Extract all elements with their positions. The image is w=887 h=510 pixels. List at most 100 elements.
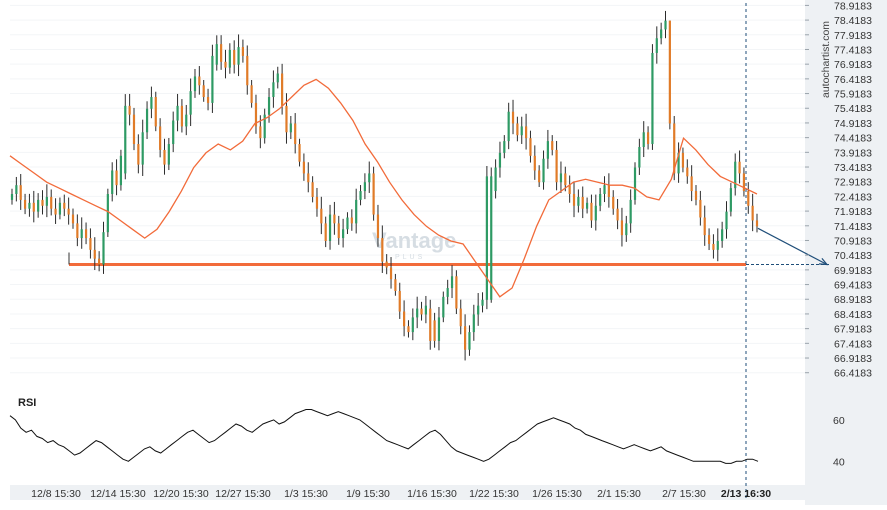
price-axis: 78.9183 78.4183 77.9183 77.4183 76.9183 76.41… xyxy=(805,0,872,380)
candle-down-body xyxy=(407,326,410,333)
price-tick-label: 77.9183 xyxy=(834,30,872,42)
candle-down-body xyxy=(246,55,249,86)
candle-up-body xyxy=(450,276,454,289)
candle-up-body xyxy=(481,299,484,306)
price-tick-label: 71.9183 xyxy=(834,206,872,218)
candle-down-body xyxy=(254,102,258,127)
candle-down-body xyxy=(433,320,436,341)
candle-down-body xyxy=(403,311,406,327)
candle-up-body xyxy=(507,111,510,142)
candle-up-body xyxy=(546,141,549,159)
candle-up-body xyxy=(228,50,231,68)
price-tick-label: 72.9183 xyxy=(834,177,872,189)
candle-down-body xyxy=(337,223,340,239)
candle-down-body xyxy=(694,191,698,200)
price-tick-label: 69.4183 xyxy=(834,280,872,292)
candle-down-body xyxy=(398,290,401,312)
candle-up-body xyxy=(267,97,271,115)
candle-up-body xyxy=(124,105,127,174)
candle-down-body xyxy=(673,123,676,174)
candle-up-body xyxy=(272,82,275,98)
candle-up-body xyxy=(721,229,724,242)
forecast-arrow-line xyxy=(757,227,828,266)
candle-up-body xyxy=(368,173,371,183)
candle-down-body xyxy=(703,217,706,236)
time-tick-label-current: 2/13 16:30 xyxy=(721,488,771,500)
time-tick-label: 1/9 15:30 xyxy=(346,488,390,500)
candle-down-body xyxy=(420,308,423,315)
candlestick-series xyxy=(10,10,759,361)
candle-down-body xyxy=(311,182,314,197)
price-tick-label: 70.4183 xyxy=(834,250,872,262)
candle-down-body xyxy=(455,276,458,309)
candle-down-body xyxy=(320,208,323,224)
forecast-group xyxy=(745,3,829,500)
price-tick-label: 68.9183 xyxy=(834,294,872,306)
price-tick-label: 73.9183 xyxy=(834,147,872,159)
brand-label: autochartist.com xyxy=(820,21,832,98)
candle-up-body xyxy=(37,199,40,212)
candle-down-body xyxy=(93,249,96,259)
price-tick-label: 76.4183 xyxy=(834,74,872,86)
price-tick-label: 67.4183 xyxy=(834,338,872,350)
candle-down-body xyxy=(564,173,567,186)
price-tick-label: 71.4183 xyxy=(834,221,872,233)
price-tick-label: 75.4183 xyxy=(834,103,872,115)
candle-up-body xyxy=(346,217,349,230)
candle-up-body xyxy=(185,114,188,127)
candle-down-body xyxy=(154,97,157,127)
candle-down-body xyxy=(98,258,101,265)
candle-down-body xyxy=(538,170,541,183)
candle-down-body xyxy=(681,152,685,168)
candle-up-body xyxy=(58,202,62,215)
axis-bands xyxy=(10,0,887,505)
candle-up-body xyxy=(585,202,589,209)
candle-down-body xyxy=(50,196,53,209)
candle-down-body xyxy=(581,196,584,209)
time-axis-band xyxy=(10,485,805,500)
candle-down-body xyxy=(137,144,140,165)
candle-up-body xyxy=(119,155,123,186)
price-tick-label: 74.4183 xyxy=(834,133,872,145)
candle-down-body xyxy=(23,199,27,209)
candle-down-body xyxy=(350,217,353,224)
candle-down-body xyxy=(738,161,741,174)
candle-up-body xyxy=(411,317,414,333)
candle-up-body xyxy=(655,38,658,53)
candle-up-body xyxy=(734,161,737,189)
candle-up-body xyxy=(172,120,175,145)
candle-down-body xyxy=(206,97,210,103)
price-tick-label: 73.4183 xyxy=(834,162,872,174)
candle-down-body xyxy=(612,196,615,209)
price-axis-band xyxy=(805,0,887,505)
candle-down-body xyxy=(89,238,92,250)
candle-down-body xyxy=(163,149,166,165)
candle-down-body xyxy=(747,191,750,206)
candle-down-body xyxy=(463,326,467,350)
price-tick-label: 76.9183 xyxy=(834,59,872,71)
candle-down-body xyxy=(333,214,336,224)
candle-up-body xyxy=(10,194,14,200)
candle-down-body xyxy=(241,47,245,56)
candle-up-body xyxy=(111,170,114,194)
candle-up-body xyxy=(468,332,471,350)
candle-down-body xyxy=(324,223,327,242)
candle-down-body xyxy=(67,208,70,215)
watermark-sub-text: PLUS xyxy=(395,254,425,261)
time-tick-label: 12/14 15:30 xyxy=(90,488,146,500)
candle-up-body xyxy=(629,199,632,224)
candle-up-body xyxy=(485,176,488,300)
candle-down-body xyxy=(742,173,746,192)
candle-up-body xyxy=(446,288,449,297)
candle-up-body xyxy=(237,47,240,65)
price-tick-label: 66.4183 xyxy=(834,368,872,380)
candle-down-body xyxy=(294,123,297,145)
price-tick-label: 77.4183 xyxy=(834,44,872,56)
candle-down-body xyxy=(616,208,619,221)
candle-down-body xyxy=(751,205,754,221)
candle-up-body xyxy=(498,152,502,168)
candle-up-body xyxy=(289,123,292,133)
candle-down-body xyxy=(385,261,388,268)
